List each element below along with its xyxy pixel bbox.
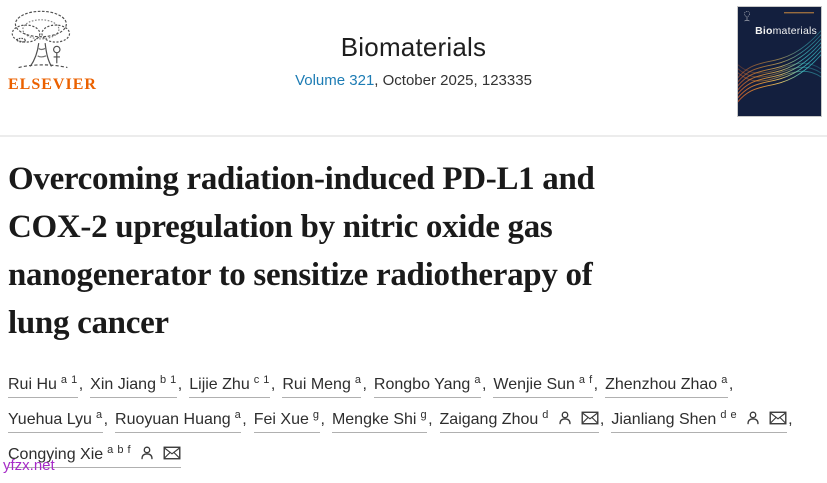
author-link[interactable]: Wenjie Sun a f	[493, 373, 593, 398]
author-affiliation-sup: a f	[578, 373, 593, 386]
elsevier-logo[interactable]: ELSEVIER	[8, 8, 158, 94]
author-link[interactable]: Fei Xue g	[253, 408, 320, 433]
author-name: Yuehua Lyu	[8, 411, 92, 428]
author-separator: ,	[320, 411, 325, 428]
journal-cover-thumbnail[interactable]: Biomaterials	[737, 6, 822, 117]
author-separator: ,	[242, 411, 247, 428]
author-link[interactable]: Rui Hu a 1	[8, 374, 78, 398]
author-separator: ,	[481, 376, 487, 393]
cover-journal-name: Biomaterials	[738, 25, 817, 37]
person-icon[interactable]	[556, 410, 574, 426]
elsevier-wordmark: ELSEVIER	[8, 76, 97, 93]
cover-art	[738, 7, 821, 116]
author-link[interactable]: Congying Xie a b f	[8, 443, 182, 468]
author-affiliation-sup: b 1	[159, 373, 177, 386]
author-name: Lijie Zhu	[189, 376, 250, 393]
issue-line: Volume 321, October 2025, 123335	[0, 72, 827, 89]
author-affiliation-sup: d e	[720, 408, 738, 421]
author-affiliation-sup: g	[420, 408, 428, 421]
author-name: Xin Jiang	[90, 376, 156, 393]
author-name: Congying Xie	[8, 446, 104, 463]
author-name: Mengke Shi	[331, 411, 417, 428]
person-icon[interactable]	[744, 410, 762, 426]
journal-title-link[interactable]: Biomaterials	[340, 32, 487, 62]
author-separator: ,	[78, 376, 84, 393]
author-name: Zaigang Zhou	[439, 411, 539, 428]
author-name: Zhenzhou Zhao	[605, 376, 718, 393]
journal-banner: Biomaterials Volume 321, October 2025, 1…	[0, 0, 827, 89]
email-icon[interactable]	[769, 410, 787, 426]
author-name: Jianliang Shen	[611, 411, 717, 428]
author-separator: ,	[599, 411, 605, 428]
email-icon[interactable]	[163, 445, 181, 461]
author-link[interactable]: Lijie Zhu c 1	[189, 374, 270, 398]
author-name: Rui Hu	[8, 376, 57, 393]
journal-header: ELSEVIER Biomaterials Volume 321, Octobe…	[0, 0, 827, 137]
author-affiliation-sup: a	[721, 373, 728, 386]
author-name: Rongbo Yang	[373, 376, 471, 393]
author-name: Fei Xue	[253, 411, 309, 428]
volume-link[interactable]: Volume 321	[295, 72, 375, 89]
author-link[interactable]: Ruoyuan Huang a	[115, 408, 242, 433]
author-name: Wenjie Sun	[493, 376, 575, 393]
header-divider	[0, 135, 827, 137]
author-link[interactable]: Mengke Shi g	[331, 408, 428, 433]
author-name: Rui Meng	[282, 376, 351, 393]
author-separator: ,	[103, 411, 109, 428]
elsevier-tree-icon	[11, 10, 71, 69]
author-separator: ,	[177, 376, 183, 393]
author-separator: ,	[728, 376, 734, 393]
author-affiliation-sup: a	[474, 373, 481, 386]
author-affiliation-sup: a b f	[107, 443, 132, 456]
author-separator: ,	[428, 411, 433, 428]
author-separator: ,	[362, 376, 367, 393]
author-link[interactable]: Zhenzhou Zhao a	[605, 374, 728, 398]
author-separator: ,	[593, 376, 599, 393]
author-affiliation-sup: c 1	[253, 373, 270, 386]
author-affiliation-sup: a	[354, 373, 362, 386]
author-affiliation-sup: a	[234, 408, 242, 421]
author-link[interactable]: Jianliang Shen d e	[611, 408, 788, 433]
author-link[interactable]: Rongbo Yang a	[373, 373, 481, 398]
author-name: Ruoyuan Huang	[115, 411, 231, 428]
author-link[interactable]: Yuehua Lyu a	[8, 409, 103, 433]
author-affiliation-sup: a 1	[60, 373, 78, 386]
cover-name-rest: materials	[772, 25, 817, 37]
author-link[interactable]: Rui Meng a	[282, 373, 362, 398]
author-affiliation-sup: d	[542, 408, 549, 421]
author-affiliation-sup: g	[312, 408, 320, 421]
issue-date-text: , October 2025, 123335	[374, 72, 532, 89]
email-icon[interactable]	[581, 410, 599, 426]
author-list: Rui Hu a 1, Xin Jiang b 1, Lijie Zhu c 1, Rui …	[8, 367, 819, 472]
person-icon[interactable]	[138, 445, 156, 461]
author-link[interactable]: Zaigang Zhou d	[439, 408, 599, 433]
author-separator: ,	[270, 376, 276, 393]
cover-name-bold: Bio	[755, 25, 773, 37]
author-separator: ,	[788, 411, 793, 428]
author-link[interactable]: Xin Jiang b 1	[90, 374, 177, 398]
author-affiliation-sup: a	[95, 408, 103, 421]
article-title: Overcoming radiation-induced PD-L1 and C…	[8, 161, 595, 341]
